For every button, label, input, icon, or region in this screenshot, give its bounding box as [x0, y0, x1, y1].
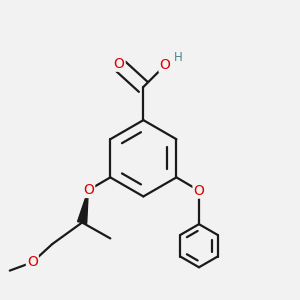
Text: O: O	[27, 255, 38, 269]
Text: O: O	[194, 184, 204, 198]
Text: O: O	[83, 183, 94, 197]
Text: O: O	[160, 58, 170, 72]
Text: H: H	[173, 51, 182, 64]
Text: O: O	[114, 57, 124, 71]
Polygon shape	[78, 190, 88, 224]
